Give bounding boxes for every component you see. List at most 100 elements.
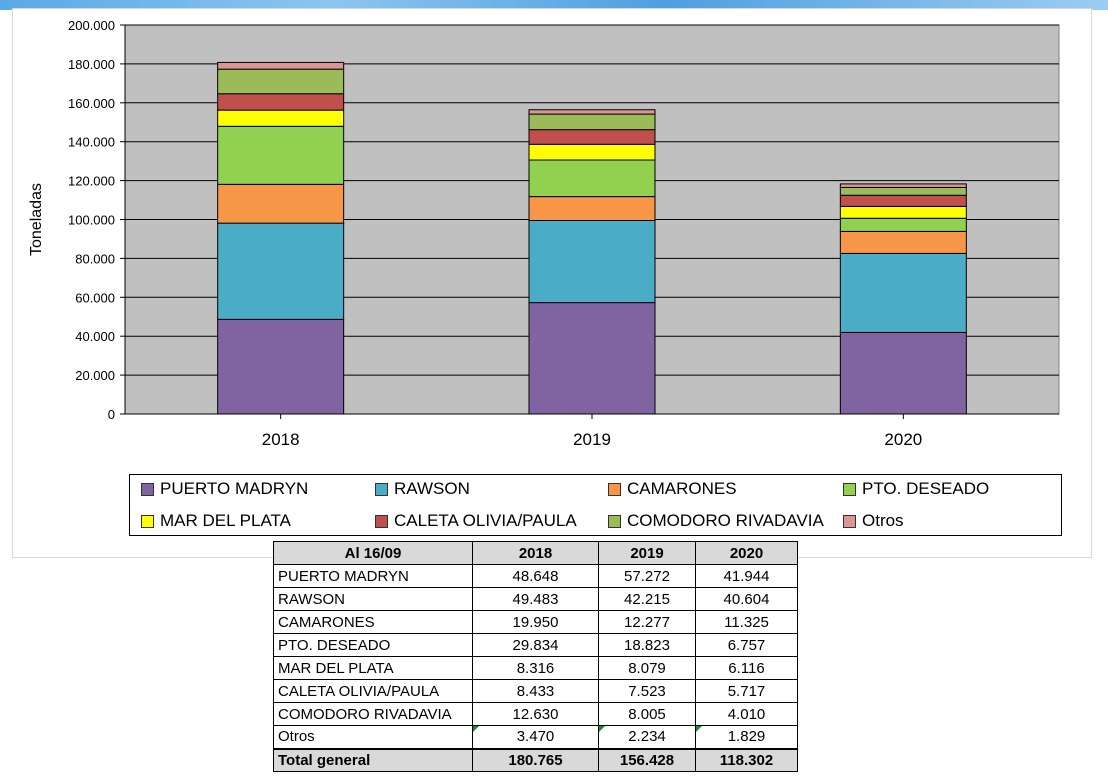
table-cell-value: 8.316 bbox=[472, 656, 599, 680]
table-header-date: Al 16/09 bbox=[273, 541, 473, 565]
legend-item: Otros bbox=[843, 511, 904, 531]
legend-label: PUERTO MADRYN bbox=[160, 479, 309, 498]
legend-item: COMODORO RIVADAVIA bbox=[608, 511, 824, 531]
legend-swatch bbox=[141, 514, 154, 528]
legend-label: MAR DEL PLATA bbox=[160, 511, 291, 530]
y-tick-label: 100.000 bbox=[68, 213, 115, 228]
table-row-label: Total general bbox=[273, 747, 473, 772]
bar-segment-comodoro-rivadavia-2019 bbox=[528, 113, 656, 131]
y-tick-label: 20.000 bbox=[75, 368, 115, 383]
legend-label: Otros bbox=[862, 511, 904, 530]
x-tick-label: 2019 bbox=[573, 430, 611, 449]
bar-segment-comodoro-rivadavia-2018 bbox=[217, 68, 345, 95]
table-row: Otros 3.470 2.234 1.829 bbox=[273, 725, 798, 749]
legend-item: MAR DEL PLATA bbox=[141, 511, 291, 531]
cell-marker-icon bbox=[599, 726, 605, 732]
table-row-label: MAR DEL PLATA bbox=[273, 656, 473, 680]
y-tick-label: 200.000 bbox=[68, 18, 115, 33]
table-row-label: Otros bbox=[273, 725, 473, 749]
table-row: MAR DEL PLATA 8.316 8.079 6.116 bbox=[273, 656, 798, 680]
table-row-label: RAWSON bbox=[273, 587, 473, 611]
legend-swatch bbox=[141, 482, 154, 496]
table-row-label: PTO. DESEADO bbox=[273, 633, 473, 657]
y-tick-label: 80.000 bbox=[75, 251, 115, 266]
table-cell-value: 8.005 bbox=[598, 702, 696, 726]
legend-item: CAMARONES bbox=[608, 479, 737, 499]
table-row-label: CALETA OLIVIA/PAULA bbox=[273, 679, 473, 703]
table-cell-value: 18.823 bbox=[598, 633, 696, 657]
table-header-2019: 2019 bbox=[598, 541, 696, 565]
y-tick-label: 40.000 bbox=[75, 329, 115, 344]
bar-segment-otros-2019 bbox=[528, 109, 656, 115]
bar-segment-rawson-2018 bbox=[217, 222, 345, 320]
table-cell-value: 1.829 bbox=[695, 725, 798, 749]
bar-segment-otros-2020 bbox=[839, 183, 967, 188]
table-cell-value: 12.277 bbox=[598, 610, 696, 634]
table-cell-value: 7.523 bbox=[598, 679, 696, 703]
y-tick-label: 180.000 bbox=[68, 57, 115, 72]
table-row: PUERTO MADRYN 48.648 57.272 41.944 bbox=[273, 564, 798, 588]
bar-segment-camarones-2019 bbox=[528, 196, 656, 221]
table-cell-value: 49.483 bbox=[472, 587, 599, 611]
table-cell-value: 19.950 bbox=[472, 610, 599, 634]
bar-segment-caleta-olivia-paula-2020 bbox=[839, 194, 967, 207]
table-cell-value: 57.272 bbox=[598, 564, 696, 588]
data-table: Al 16/09 2018 2019 2020 PUERTO MADRYN 48.… bbox=[273, 541, 798, 772]
legend-swatch bbox=[843, 514, 856, 528]
bar-segment-pto-deseado-2020 bbox=[839, 217, 967, 232]
stacked-bar-chart: 0 20.000 40.000 60.000 80.000 100.000 120.000 1… bbox=[28, 18, 1060, 449]
legend-item: PUERTO MADRYN bbox=[141, 479, 308, 499]
table-cell-value: 42.215 bbox=[598, 587, 696, 611]
table-row-label: PUERTO MADRYN bbox=[273, 564, 473, 588]
bar-segment-mar-del-plata-2018 bbox=[217, 109, 345, 127]
legend-label: RAWSON bbox=[394, 479, 470, 498]
legend-label: PTO. DESEADO bbox=[862, 479, 990, 498]
bar-segment-pto-deseado-2018 bbox=[217, 125, 345, 185]
cell-marker-icon bbox=[473, 726, 479, 732]
table-cell-value: 12.630 bbox=[472, 702, 599, 726]
table-row: PTO. DESEADO 29.834 18.823 6.757 bbox=[273, 633, 798, 657]
bar-segment-comodoro-rivadavia-2020 bbox=[839, 186, 967, 196]
y-axis-label: Toneladas bbox=[28, 183, 45, 256]
legend-label: CALETA OLIVIA/PAULA bbox=[394, 511, 577, 530]
legend-swatch bbox=[608, 482, 621, 496]
table-row-label: COMODORO RIVADAVIA bbox=[273, 702, 473, 726]
legend-label: COMODORO RIVADAVIA bbox=[627, 511, 824, 530]
table-cell-value: 3.470 bbox=[472, 725, 599, 749]
legend-item: RAWSON bbox=[375, 479, 470, 499]
table-cell-value: 118.302 bbox=[695, 747, 798, 772]
legend-swatch bbox=[608, 514, 621, 528]
table-row: RAWSON 49.483 42.215 40.604 bbox=[273, 587, 798, 611]
table-header-row: Al 16/09 2018 2019 2020 bbox=[273, 541, 798, 565]
table-cell-value: 156.428 bbox=[598, 747, 696, 772]
table-cell-value: 48.648 bbox=[472, 564, 599, 588]
table-row: COMODORO RIVADAVIA 12.630 8.005 4.010 bbox=[273, 702, 798, 726]
table-cell-value: 11.325 bbox=[695, 610, 798, 634]
cell-marker-icon bbox=[696, 726, 702, 732]
bar-segment-caleta-olivia-paula-2018 bbox=[217, 93, 345, 111]
bar-segment-camarones-2018 bbox=[217, 183, 345, 224]
bar-segment-puerto-madryn-2018 bbox=[217, 318, 345, 415]
x-tick-label: 2020 bbox=[884, 430, 922, 449]
chart-panel: 0 20.000 40.000 60.000 80.000 100.000 120.000 1… bbox=[12, 8, 1092, 558]
y-tick-label: 140.000 bbox=[68, 135, 115, 150]
bar-segment-puerto-madryn-2019 bbox=[528, 302, 656, 415]
bar-segment-caleta-olivia-paula-2019 bbox=[528, 129, 656, 145]
table-total-row: Total general 180.765 156.428 118.302 bbox=[273, 747, 798, 772]
table-cell-value: 8.433 bbox=[472, 679, 599, 703]
bar-segment-rawson-2019 bbox=[528, 219, 656, 304]
legend-swatch bbox=[375, 514, 388, 528]
legend-item: CALETA OLIVIA/PAULA bbox=[375, 511, 577, 531]
chart-legend: PUERTO MADRYN RAWSON CAMARONES PTO. DESEADO… bbox=[129, 474, 1062, 536]
table-cell-value: 5.717 bbox=[695, 679, 798, 703]
bar-segment-puerto-madryn-2020 bbox=[839, 331, 967, 415]
bar-segment-pto-deseado-2019 bbox=[528, 159, 656, 198]
table-row: CAMARONES 19.950 12.277 11.325 bbox=[273, 610, 798, 634]
y-tick-label: 160.000 bbox=[68, 96, 115, 111]
bar-segment-camarones-2020 bbox=[839, 230, 967, 254]
top-decorative-band bbox=[0, 0, 1108, 10]
table-header-2020: 2020 bbox=[695, 541, 798, 565]
table-cell-value: 2.234 bbox=[598, 725, 696, 749]
table-cell-value: 8.079 bbox=[598, 656, 696, 680]
y-tick-label: 120.000 bbox=[68, 174, 115, 189]
